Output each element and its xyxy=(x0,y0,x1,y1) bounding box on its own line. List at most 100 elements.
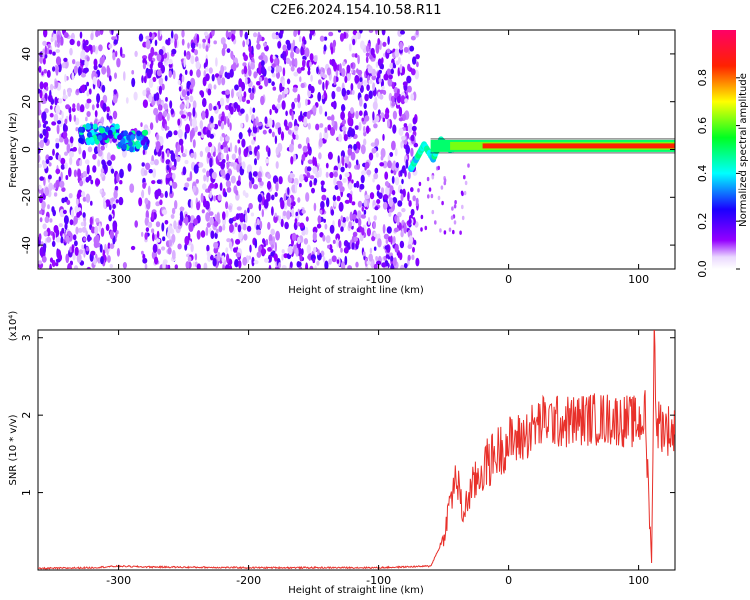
spectrogram-cell xyxy=(229,264,233,269)
spectrogram-cell xyxy=(232,62,237,72)
spectrogram-cell xyxy=(119,46,123,57)
spectrogram-cell xyxy=(85,230,88,237)
spectrogram-cell xyxy=(340,226,344,232)
spectrogram-cell xyxy=(285,39,291,46)
spectrogram-cell xyxy=(48,156,53,161)
spectrogram-cell xyxy=(54,40,58,48)
spectrogram-cell xyxy=(228,241,233,249)
spectrogram-cell xyxy=(385,186,390,196)
y-tick-label: 40 xyxy=(20,47,33,61)
spectrogram-cell xyxy=(240,122,244,129)
spectrogram-cell xyxy=(205,58,208,67)
spectrogram-cell xyxy=(305,98,308,107)
spectrogram-cell xyxy=(93,257,97,266)
spectrogram-cell xyxy=(142,58,147,65)
spectrogram-cell xyxy=(322,74,328,79)
spectrogram-cell xyxy=(372,111,375,121)
spectrogram-cell xyxy=(202,183,207,190)
spectrogram-cell xyxy=(131,70,135,75)
spectrogram-cell xyxy=(347,129,352,138)
spectrogram-cell xyxy=(396,215,400,226)
spectrogram-cell xyxy=(172,172,176,180)
spectrogram-cell xyxy=(390,68,394,75)
spectrogram-cell xyxy=(350,128,356,138)
spectrogram-cell xyxy=(405,144,411,155)
spectrogram-cell xyxy=(395,103,401,109)
spectrogram-cell xyxy=(82,196,87,202)
spectrogram-cell xyxy=(270,228,276,236)
spectrogram-cell xyxy=(116,173,120,183)
spectrogram-cell xyxy=(152,168,157,179)
spectrogram-cell xyxy=(312,231,317,242)
spectrogram-cell xyxy=(110,197,115,202)
spectrogram-cell xyxy=(154,234,158,241)
spectrogram-cell xyxy=(336,195,341,202)
colorbar-tick-label: 0.8 xyxy=(696,69,709,87)
spectrogram-marks xyxy=(38,30,675,269)
spectrogram-cell xyxy=(248,87,252,94)
spectrogram-cell xyxy=(38,185,42,190)
spectrogram-cell xyxy=(291,232,297,242)
spectrogram-cell xyxy=(391,162,395,171)
spectrogram-cell xyxy=(155,92,160,101)
spectrogram-cell xyxy=(119,168,124,179)
spectrogram-cell xyxy=(173,33,179,41)
spectrogram-cell xyxy=(94,110,98,118)
spectrogram-cell xyxy=(375,256,378,261)
spectrogram-cell xyxy=(274,192,278,197)
spectrogram-cell xyxy=(343,247,349,254)
spectrogram-cell xyxy=(383,73,389,81)
spectrogram-cell xyxy=(404,169,407,178)
spectrogram-cell xyxy=(44,186,50,197)
spectrogram-cell xyxy=(94,45,99,55)
spectrogram-cell xyxy=(245,39,250,46)
spectrogram-cell xyxy=(97,257,101,264)
spectrogram-cell xyxy=(460,190,464,195)
spectrogram-cell xyxy=(147,68,152,79)
spectrogram-cell xyxy=(163,58,167,63)
spectrogram-cell xyxy=(256,229,262,236)
spectrogram-cell xyxy=(272,86,277,91)
spectrogram-cell xyxy=(366,169,372,176)
spectrogram-cell xyxy=(165,97,168,102)
spectrogram-cell xyxy=(82,171,88,178)
spectrogram-cell xyxy=(225,104,230,111)
spectrogram-cell xyxy=(81,191,86,197)
spectrogram-cell xyxy=(55,56,62,66)
spectrogram-cell xyxy=(208,103,213,111)
spectrogram-cell xyxy=(98,44,103,52)
spectrogram-cell xyxy=(461,204,464,210)
spectrogram-cell xyxy=(309,30,315,36)
spectrogram-cell xyxy=(205,73,210,82)
spectrogram-cell xyxy=(301,230,306,236)
spectrogram-cell xyxy=(188,222,194,232)
spectrogram-cell xyxy=(62,94,68,100)
spectrogram-cell xyxy=(330,248,334,253)
spectrogram-cell xyxy=(342,217,347,223)
spectrogram-cell xyxy=(402,81,408,86)
spectrogram-cell xyxy=(181,89,187,98)
spectrogram-cell xyxy=(84,46,90,53)
spectrogram-cell xyxy=(297,93,301,103)
spectrogram-cell xyxy=(286,78,291,85)
spectrogram-cell xyxy=(245,113,249,123)
spectrogram-cell xyxy=(97,159,101,167)
spectrogram-cell xyxy=(345,216,349,222)
spectrogram-cell xyxy=(336,76,339,82)
spectrogram-cell xyxy=(80,221,85,227)
spectrogram-cell xyxy=(154,51,158,56)
x-tick-label: -100 xyxy=(366,574,391,587)
spectrogram-cell xyxy=(271,32,277,40)
spectrogram-cell xyxy=(168,58,173,65)
spectrogram-cell xyxy=(403,123,408,128)
spectrogram-cell xyxy=(77,168,82,179)
spectrogram-cell xyxy=(260,65,266,75)
spectrogram-cell xyxy=(294,97,299,103)
spectrogram-cell xyxy=(317,215,322,224)
spectrogram-cell xyxy=(166,164,170,171)
spectrogram-cell xyxy=(319,123,324,128)
spectrogram-cell xyxy=(172,181,178,189)
spectrogram-cell xyxy=(271,131,275,138)
spectrogram-cell xyxy=(75,226,79,235)
spectrogram-cell xyxy=(336,180,341,186)
